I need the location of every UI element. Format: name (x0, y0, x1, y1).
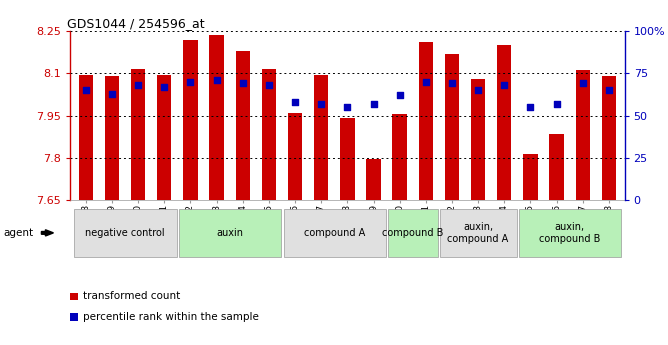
Point (604, 87, 615, 93)
Bar (602, 76, 616, 200)
Bar (183, 39, 198, 200)
Bar (157, 75, 172, 200)
Bar (131, 69, 146, 200)
Text: auxin,
compound B: auxin, compound B (539, 222, 601, 244)
Text: percentile rank within the sample: percentile rank within the sample (83, 312, 259, 322)
Point (420, 79, 431, 85)
FancyBboxPatch shape (440, 209, 517, 257)
Text: auxin,
compound A: auxin, compound A (448, 222, 509, 244)
Point (394, 92, 405, 98)
Point (447, 81, 458, 86)
Point (185, 79, 196, 85)
Bar (262, 69, 276, 200)
Point (577, 81, 588, 86)
Point (80, 87, 91, 93)
FancyBboxPatch shape (388, 209, 438, 257)
Text: compound B: compound B (382, 228, 444, 238)
FancyBboxPatch shape (519, 209, 621, 257)
Bar (236, 51, 250, 200)
FancyBboxPatch shape (179, 209, 281, 257)
Point (159, 84, 170, 90)
Bar (497, 45, 512, 200)
Text: compound A: compound A (304, 228, 365, 238)
FancyBboxPatch shape (283, 209, 386, 257)
Point (316, 101, 327, 107)
Bar (523, 154, 538, 200)
Bar (314, 75, 329, 200)
Bar (445, 53, 459, 200)
Point (499, 82, 510, 88)
Bar (105, 76, 119, 200)
Text: transformed count: transformed count (83, 292, 180, 301)
Point (133, 82, 144, 88)
Bar (79, 75, 93, 200)
Bar (209, 35, 224, 200)
Text: auxin: auxin (216, 228, 243, 238)
Point (368, 101, 379, 107)
Point (211, 77, 222, 83)
Point (290, 99, 301, 105)
Point (473, 87, 484, 93)
Point (551, 101, 562, 107)
Point (264, 82, 275, 88)
Bar (288, 113, 302, 200)
Bar (471, 79, 486, 200)
Text: negative control: negative control (86, 228, 165, 238)
Point (107, 91, 118, 96)
Point (342, 104, 353, 110)
Bar (366, 159, 381, 200)
Bar (549, 134, 564, 200)
FancyBboxPatch shape (74, 209, 177, 257)
Bar (393, 114, 407, 200)
Point (525, 104, 536, 110)
Point (237, 81, 248, 86)
Bar (576, 70, 590, 200)
Bar (340, 118, 355, 200)
Text: GDS1044 / 254596_at: GDS1044 / 254596_at (67, 17, 205, 30)
Bar (419, 42, 433, 200)
Text: agent: agent (3, 228, 33, 238)
